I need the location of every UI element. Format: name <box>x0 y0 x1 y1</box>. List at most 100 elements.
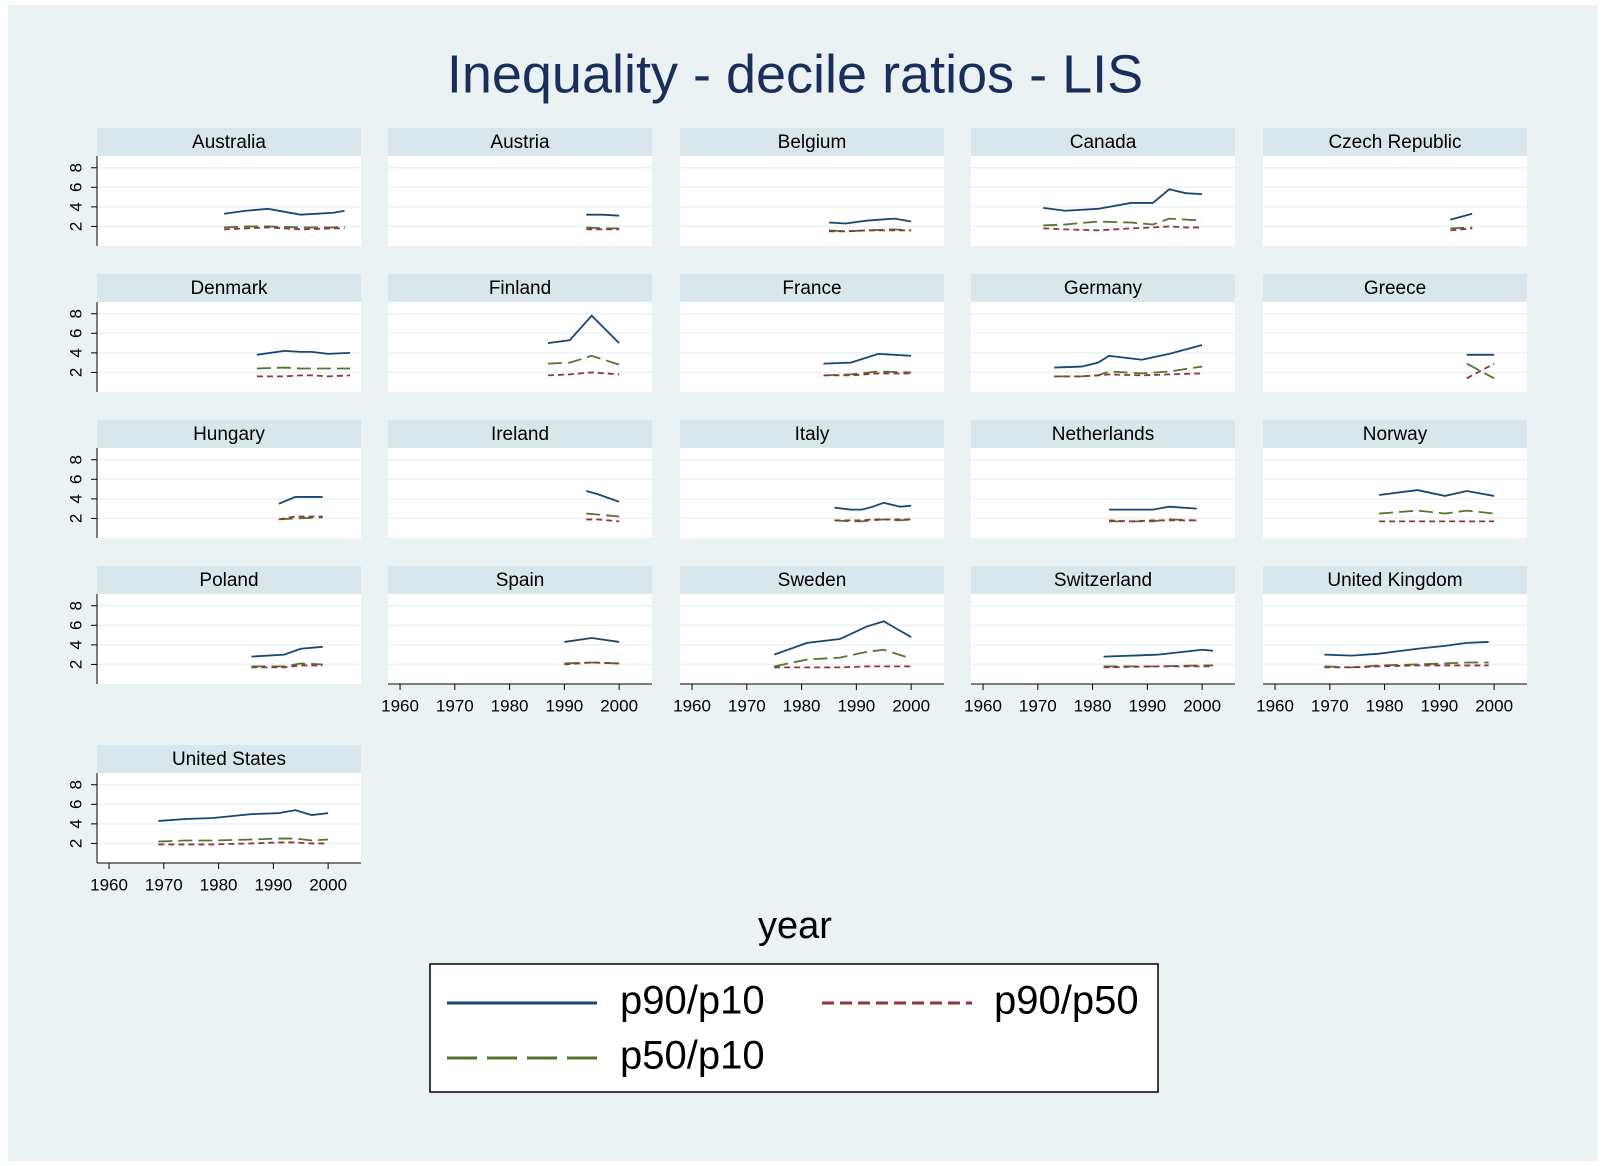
y-tick-label: 2 <box>66 514 85 523</box>
series-line <box>1054 372 1203 378</box>
plot-area <box>388 156 652 246</box>
panel-header <box>388 420 652 448</box>
series-line <box>278 515 323 521</box>
panel-title: Sweden <box>778 570 847 591</box>
x-tick-label: 1990 <box>254 875 292 894</box>
plot-area <box>971 156 1235 246</box>
panel-title: Germany <box>1064 278 1143 299</box>
panel-header <box>97 566 361 594</box>
x-tick-label: 1970 <box>1311 696 1349 715</box>
series-line <box>586 226 620 230</box>
legend-label: p50/p10 <box>620 1034 765 1078</box>
series-line <box>278 496 323 505</box>
series-line <box>1450 227 1473 232</box>
y-tick-label: 4 <box>66 819 85 828</box>
legend-label: p90/p10 <box>620 979 765 1023</box>
series-line <box>586 213 620 217</box>
y-tick-label: 8 <box>66 309 85 318</box>
plot-area <box>680 156 944 246</box>
panel-title: Switzerland <box>1054 570 1152 591</box>
plot-area <box>388 302 652 392</box>
series-line <box>1054 344 1203 369</box>
plot-area <box>971 448 1235 538</box>
series-line <box>547 371 620 377</box>
x-tick-label: 1990 <box>837 696 875 715</box>
series-line <box>1103 665 1214 669</box>
series-line <box>564 661 620 665</box>
legend-label: p90/p50 <box>994 979 1139 1023</box>
x-tick-label: 1970 <box>728 696 766 715</box>
series-line <box>823 352 912 365</box>
series-line <box>223 207 345 216</box>
series-line <box>256 350 351 356</box>
series-line <box>256 366 351 370</box>
panel-title: Italy <box>795 424 830 445</box>
series-line <box>1043 188 1203 212</box>
panel-header <box>388 566 652 594</box>
series-line <box>564 661 620 666</box>
series-line <box>834 501 912 511</box>
y-tick-label: 4 <box>66 348 85 357</box>
panel-title: Belgium <box>778 132 847 153</box>
panel-title: United States <box>172 749 286 770</box>
plot-area <box>971 594 1235 684</box>
series-line <box>1103 664 1214 668</box>
series-line <box>547 314 620 344</box>
series-line <box>1324 641 1489 657</box>
plot-area <box>680 302 944 392</box>
x-tick-label: 1960 <box>673 696 711 715</box>
plot-area <box>97 773 361 863</box>
plot-area <box>1263 156 1527 246</box>
x-tick-label: 1990 <box>1128 696 1166 715</box>
panel-title: Australia <box>192 132 266 153</box>
x-tick-label: 1990 <box>545 696 583 715</box>
x-tick-label: 2000 <box>309 875 347 894</box>
panel-title: Finland <box>489 278 551 299</box>
x-tick-label: 1960 <box>1256 696 1294 715</box>
y-tick-label: 4 <box>66 202 85 211</box>
x-tick-label: 1960 <box>381 696 419 715</box>
plot-area <box>1263 594 1527 684</box>
plot-area <box>97 302 361 392</box>
x-tick-label: 1960 <box>90 875 128 894</box>
series-line <box>773 620 912 656</box>
x-tick-label: 1990 <box>1420 696 1458 715</box>
series-line <box>1109 505 1197 511</box>
panel-header <box>680 566 944 594</box>
x-tick-label: 2000 <box>1183 696 1221 715</box>
plot-area <box>680 594 944 684</box>
series-line <box>256 374 351 378</box>
y-tick-label: 2 <box>66 839 85 848</box>
series-line <box>1324 664 1489 669</box>
x-axis-label: year <box>758 905 832 947</box>
x-tick-label: 1980 <box>783 696 821 715</box>
plot-area <box>97 448 361 538</box>
panel-header <box>971 274 1235 302</box>
series-line <box>224 226 345 231</box>
panel-title: Canada <box>1070 132 1137 153</box>
x-tick-label: 1970 <box>436 696 474 715</box>
panel-header <box>388 274 652 302</box>
plot-area <box>97 594 361 684</box>
plot-area <box>388 448 652 538</box>
y-tick-label: 8 <box>66 601 85 610</box>
panel-header <box>971 566 1235 594</box>
panel-title: Netherlands <box>1052 424 1154 445</box>
series-line <box>1379 509 1495 515</box>
panel-title: Poland <box>199 570 258 591</box>
y-tick-label: 6 <box>66 800 85 809</box>
y-tick-label: 4 <box>66 494 85 503</box>
y-tick-label: 8 <box>66 780 85 789</box>
plot-area <box>388 594 652 684</box>
series-line <box>586 490 620 503</box>
x-tick-label: 1980 <box>1074 696 1112 715</box>
series-line <box>828 217 912 225</box>
series-line <box>1109 518 1197 523</box>
y-tick-label: 8 <box>66 163 85 172</box>
y-tick-label: 4 <box>66 640 85 649</box>
x-tick-label: 2000 <box>1475 696 1513 715</box>
series-line <box>564 637 620 643</box>
series-line <box>251 664 323 669</box>
x-tick-label: 2000 <box>892 696 930 715</box>
